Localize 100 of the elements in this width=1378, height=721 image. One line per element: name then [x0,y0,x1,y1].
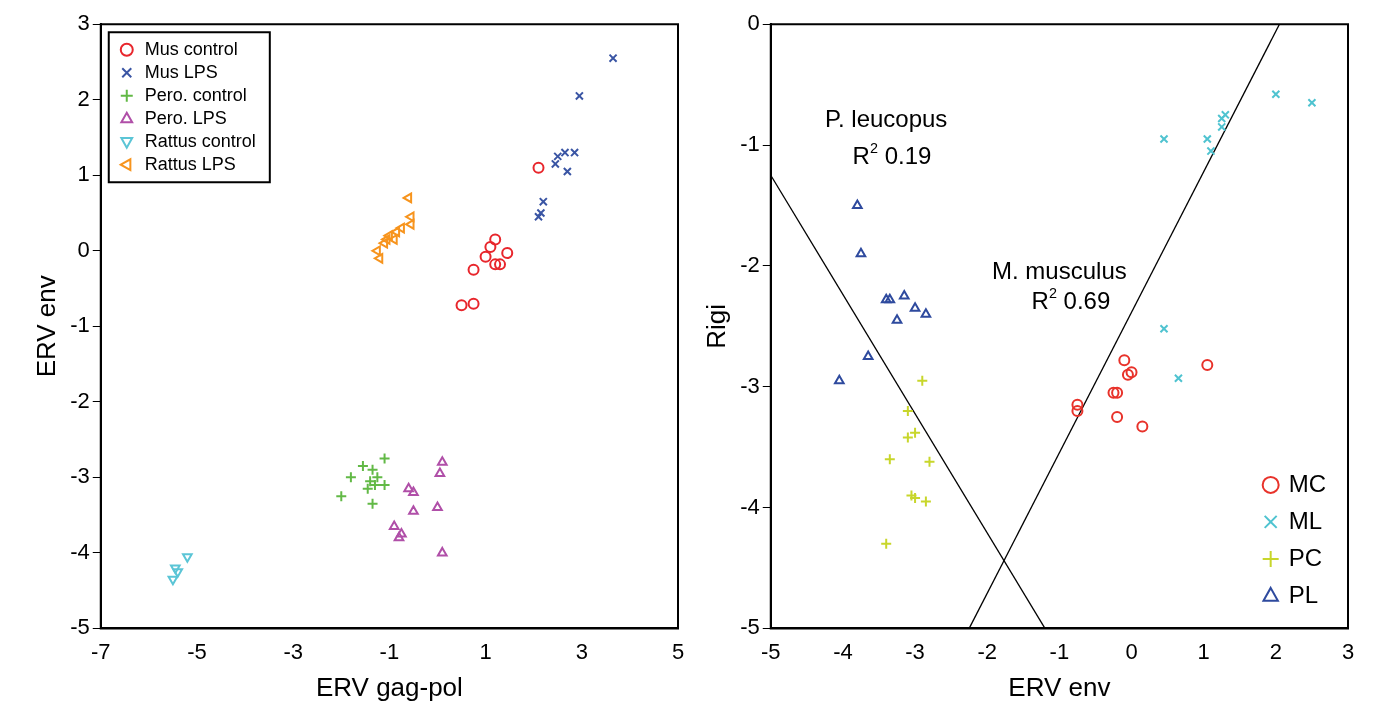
x-tick-label: 1 [479,638,492,664]
x-tick-label: 3 [575,638,588,664]
point [1136,420,1149,433]
y-tick-label: -3 [70,463,90,489]
point [467,297,480,310]
x-axis-title: ERV gag-pol [315,671,463,702]
point [402,192,413,204]
legend-label: Rattus LPS [144,153,236,174]
x-tick-label: -5 [187,638,207,664]
x-tick-label: 3 [1341,638,1355,664]
annotation: P. leucopus [825,105,948,133]
x-tick-label: -5 [760,638,781,664]
point [862,350,874,361]
point [884,293,896,304]
y-tick-label: 3 [77,10,90,36]
legend-label: Rattus control [144,130,256,151]
point [172,568,184,578]
point [479,250,492,263]
legend-label: Mus LPS [144,61,218,82]
point [909,302,921,312]
x-tick-label: -7 [90,638,111,664]
point [388,520,400,530]
point [562,166,572,177]
point [1159,324,1169,334]
point [901,431,914,444]
y-tick-label: -2 [740,251,760,277]
y-tick-label: -2 [70,387,90,413]
point [434,467,446,478]
point [1206,146,1216,156]
y-tick-label: 1 [77,161,90,187]
y-tick-label: -5 [740,614,760,640]
point [405,219,415,230]
point [574,91,584,101]
point [898,290,910,300]
point [920,308,932,318]
point [923,455,936,468]
point [1121,368,1134,381]
point [494,258,507,271]
point [891,314,903,324]
point [390,226,401,238]
point [405,211,415,223]
point [833,374,845,385]
x-axis-title: ERV env [1008,671,1111,702]
legend-label: Mus control [144,38,238,59]
point [393,531,405,542]
x-tick-label: -2 [977,638,998,664]
point [1107,386,1120,399]
point [383,230,393,241]
point [1111,410,1124,423]
x-tick-label: 1 [1197,638,1210,664]
point [484,241,497,253]
point [1071,398,1084,411]
point [378,237,389,249]
point [880,293,892,304]
point [1307,98,1317,108]
point [344,471,357,484]
point [916,374,929,387]
legend-label: ML [1288,506,1323,534]
y-tick-label: 2 [77,85,90,111]
point [373,253,384,264]
point [880,537,893,550]
point [167,575,179,586]
point [532,161,545,174]
point [436,546,448,557]
legend-label: Pero. control [144,84,247,105]
point [1271,89,1281,99]
point [432,501,443,512]
point [1125,366,1138,379]
y-tick-label: -4 [70,538,90,564]
y-tick-label: -1 [740,131,760,157]
annotation: M. musculus [992,256,1127,284]
point [182,553,193,563]
point [883,453,896,466]
y-axis-title: ERV env [30,275,61,378]
point [536,208,546,218]
x-tick-label: -4 [833,638,853,664]
point [403,482,414,493]
point [455,299,468,312]
x-tick-label: -1 [379,638,400,664]
point [467,263,480,276]
point [371,245,381,257]
point [570,148,580,158]
point [378,452,391,465]
point [1173,373,1183,383]
y-tick-label: 0 [747,10,760,36]
point [538,197,548,207]
point [489,258,502,271]
point [560,148,570,158]
legend-label: PL [1288,580,1319,608]
point [501,247,514,260]
x-tick-label: -3 [283,638,303,664]
point [380,234,391,245]
y-tick-label: -5 [70,614,90,640]
point [852,199,863,209]
point [1202,134,1212,144]
point [909,426,922,439]
legend-label: PC [1288,543,1323,571]
legend-label: MC [1288,469,1326,497]
point [366,497,379,510]
point [395,222,405,234]
